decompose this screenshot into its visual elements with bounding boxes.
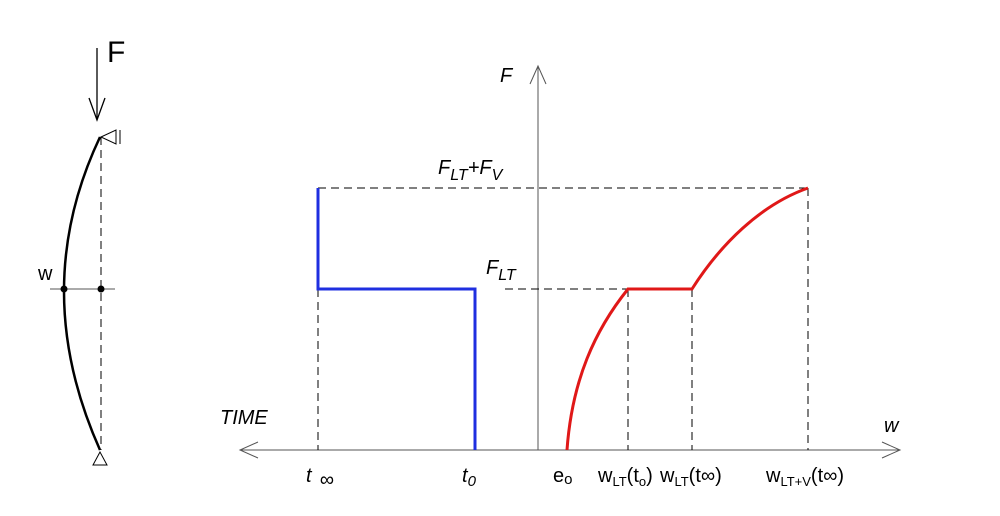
text-part: +F (468, 157, 494, 179)
tick-label: wLT(t∞) (659, 465, 722, 489)
text-part: w (597, 465, 613, 487)
load-history (316, 188, 477, 450)
axis-arrows (238, 441, 902, 459)
tick-label: t0 (462, 465, 477, 490)
text-part: 0 (468, 473, 477, 490)
column-sketch: F w (37, 36, 125, 466)
text-part: ) (646, 465, 653, 487)
tick-label: wLT+V(t∞) (765, 465, 844, 489)
point (97, 285, 105, 293)
tick-label: eo (553, 465, 572, 488)
text-part: (t∞) (689, 465, 722, 487)
tick-label: t ∞ (306, 465, 334, 491)
text-part: LT+V (780, 474, 811, 489)
time-label: TIME (220, 407, 268, 429)
text-part: e (553, 465, 564, 487)
text-part: w (659, 465, 675, 487)
text-part: t (462, 465, 469, 487)
text-part: F (438, 157, 452, 179)
text-part: (t (627, 465, 640, 487)
long-term-load-label: FLT (486, 257, 517, 284)
total-load-label: FLT+FV (438, 157, 504, 184)
text-part: LT (612, 474, 626, 489)
guides (317, 187, 809, 450)
text-part: F (486, 257, 500, 279)
axes: F w TIME (220, 64, 902, 459)
load-deflection-curve (565, 186, 809, 451)
horizontal-axis-label: w (884, 415, 900, 437)
tick-label: wLT(to) (597, 465, 653, 489)
force-arrowhead (88, 97, 106, 122)
text-part: w (765, 465, 781, 487)
text-part: o (639, 474, 646, 489)
text-part: (t∞) (811, 465, 844, 487)
text-part: LT (498, 267, 517, 284)
text-part: o (564, 471, 572, 488)
text-part: V (492, 167, 504, 184)
vertical-axis-label: F (500, 65, 514, 87)
point (60, 285, 68, 293)
deflection-label: w (37, 263, 53, 285)
top-support (99, 129, 121, 145)
text-part: ∞ (320, 469, 334, 491)
bottom-support (92, 450, 108, 466)
text-part: LT (450, 167, 469, 184)
text-part: t (306, 465, 313, 487)
force-label: F (107, 36, 125, 69)
text-part: LT (674, 474, 688, 489)
axis-arrow (529, 64, 547, 85)
